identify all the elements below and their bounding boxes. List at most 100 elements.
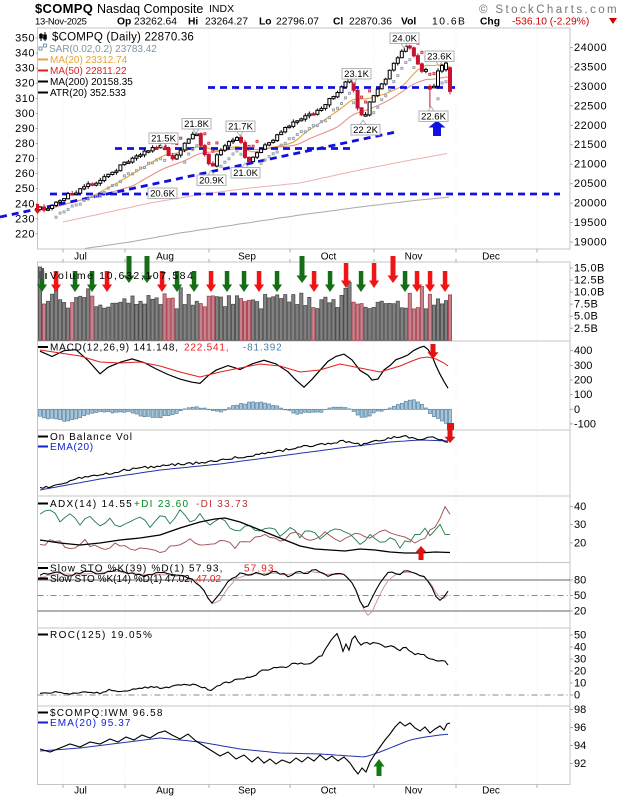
- svg-text:13-Nov-2025: 13-Nov-2025: [35, 17, 87, 28]
- svg-text:-536.10 (-2.29%): -536.10 (-2.29%): [512, 17, 589, 28]
- svg-text:Slow STO %K(39) %D(1) 57.93,: Slow STO %K(39) %D(1) 57.93,: [50, 564, 223, 575]
- svg-text:ADX(14) 14.55: ADX(14) 14.55: [50, 499, 133, 510]
- svg-text:230: 230: [15, 213, 35, 225]
- svg-text:21.0K: 21.0K: [233, 168, 258, 179]
- svg-text:Jul: Jul: [74, 786, 87, 797]
- svg-text:21500: 21500: [574, 139, 607, 151]
- svg-text:Nasdaq Composite: Nasdaq Composite: [97, 2, 203, 16]
- svg-text:INDX: INDX: [209, 3, 234, 15]
- svg-text:47.02: 47.02: [196, 574, 221, 585]
- svg-text:Op: Op: [117, 17, 131, 28]
- svg-text:80: 80: [574, 575, 586, 587]
- svg-text:-81.392: -81.392: [243, 343, 283, 354]
- svg-text:15.0B: 15.0B: [574, 263, 605, 275]
- svg-text:240: 240: [15, 198, 35, 210]
- svg-text:$COMPQ:IWM 96.58: $COMPQ:IWM 96.58: [50, 708, 164, 719]
- svg-text:10.6B: 10.6B: [432, 17, 466, 28]
- svg-text:20: 20: [574, 606, 586, 618]
- svg-text:30: 30: [574, 654, 586, 666]
- svg-text:98: 98: [574, 704, 586, 716]
- svg-text:MA(20) 23312.74: MA(20) 23312.74: [50, 55, 128, 66]
- svg-text:Volume 10,632,107,584: Volume 10,632,107,584: [50, 270, 195, 282]
- svg-text:0: 0: [574, 690, 580, 702]
- svg-text:EMA(20): EMA(20): [50, 442, 94, 453]
- svg-text:40: 40: [574, 501, 586, 513]
- svg-text:Oct: Oct: [321, 252, 337, 263]
- svg-text:12.5B: 12.5B: [574, 275, 605, 287]
- svg-text:92: 92: [574, 758, 586, 770]
- svg-text:23264.27: 23264.27: [205, 17, 248, 28]
- svg-text:Aug: Aug: [156, 252, 174, 263]
- svg-text:+DI 23.60: +DI 23.60: [134, 499, 189, 510]
- svg-text:20500: 20500: [574, 178, 607, 190]
- svg-text:300: 300: [15, 108, 35, 120]
- svg-text:300: 300: [574, 360, 592, 372]
- svg-text:Dec: Dec: [482, 786, 500, 797]
- svg-text:7.5B: 7.5B: [574, 299, 598, 311]
- svg-text:$COMPQ: $COMPQ: [35, 1, 93, 16]
- svg-text:5.0B: 5.0B: [574, 311, 598, 323]
- svg-text:22500: 22500: [574, 100, 607, 112]
- svg-text:$COMPQ (Daily) 22870.36: $COMPQ (Daily) 22870.36: [52, 32, 194, 44]
- svg-text:22.2K: 22.2K: [353, 125, 378, 136]
- svg-text:30: 30: [574, 519, 586, 531]
- svg-text:100: 100: [574, 389, 592, 401]
- svg-text:23500: 23500: [574, 62, 607, 74]
- svg-text:-DI 33.73: -DI 33.73: [196, 499, 249, 510]
- svg-text:ATR(20) 352.533: ATR(20) 352.533: [50, 88, 126, 99]
- svg-text:Aug: Aug: [156, 786, 174, 797]
- svg-text:330: 330: [15, 63, 35, 75]
- svg-text:Oct: Oct: [321, 786, 337, 797]
- svg-text:MA(50) 22811.22: MA(50) 22811.22: [50, 66, 127, 77]
- svg-text:310: 310: [15, 93, 35, 105]
- svg-text:24000: 24000: [574, 42, 607, 54]
- svg-text:400: 400: [574, 345, 592, 357]
- svg-text:19500: 19500: [574, 217, 607, 229]
- svg-text:22870.36: 22870.36: [349, 17, 392, 28]
- svg-text:10.0B: 10.0B: [574, 287, 605, 299]
- svg-text:Nov: Nov: [405, 786, 423, 797]
- svg-text:Jul: Jul: [74, 252, 87, 263]
- svg-text:57.93: 57.93: [244, 564, 275, 575]
- svg-text:23262.64: 23262.64: [134, 17, 177, 28]
- svg-text:290: 290: [15, 123, 35, 135]
- svg-text:220: 220: [15, 228, 35, 240]
- svg-text:Chg: Chg: [480, 17, 500, 28]
- svg-text:Dec: Dec: [482, 252, 500, 263]
- svg-text:ROC(125) 19.05%: ROC(125) 19.05%: [50, 630, 153, 641]
- svg-text:40: 40: [574, 642, 586, 654]
- svg-text:19000: 19000: [574, 237, 607, 249]
- svg-text:24.0K: 24.0K: [392, 34, 417, 45]
- svg-text:21000: 21000: [574, 159, 607, 171]
- svg-text:MA(200) 20158.35: MA(200) 20158.35: [50, 77, 133, 88]
- svg-text:23000: 23000: [574, 81, 607, 93]
- svg-text:Slow STO %K(14) %D(1) 47.02,: Slow STO %K(14) %D(1) 47.02,: [50, 574, 193, 585]
- svg-text:Lo: Lo: [259, 17, 272, 28]
- svg-text:21.7K: 21.7K: [228, 122, 253, 133]
- svg-text:340: 340: [15, 48, 35, 60]
- svg-text:22.6K: 22.6K: [421, 112, 446, 123]
- svg-text:222.541,: 222.541,: [184, 343, 229, 354]
- svg-text:23.1K: 23.1K: [344, 69, 369, 80]
- svg-text:20: 20: [574, 537, 586, 549]
- svg-text:Hi: Hi: [188, 17, 198, 28]
- svg-text:260: 260: [15, 168, 35, 180]
- svg-text:96: 96: [574, 722, 586, 734]
- svg-text:On Balance Vol: On Balance Vol: [50, 432, 133, 443]
- svg-text:Nov: Nov: [405, 252, 423, 263]
- svg-text:MACD(12,26,9) 141.148,: MACD(12,26,9) 141.148,: [50, 343, 179, 354]
- svg-text:21.5K: 21.5K: [151, 134, 176, 145]
- svg-text:200: 200: [574, 375, 592, 387]
- svg-text:50: 50: [574, 630, 586, 642]
- svg-text:20000: 20000: [574, 198, 607, 210]
- svg-text:20.6K: 20.6K: [150, 189, 175, 200]
- svg-text:Vol: Vol: [401, 17, 416, 28]
- svg-text:0: 0: [574, 404, 580, 416]
- svg-text:EMA(20) 95.37: EMA(20) 95.37: [50, 718, 132, 729]
- svg-text:Sep: Sep: [238, 786, 256, 797]
- svg-text:22796.07: 22796.07: [276, 17, 319, 28]
- svg-text:270: 270: [15, 153, 35, 165]
- svg-text:350: 350: [15, 33, 35, 45]
- svg-text:23.6K: 23.6K: [427, 52, 452, 63]
- svg-text:280: 280: [15, 138, 35, 150]
